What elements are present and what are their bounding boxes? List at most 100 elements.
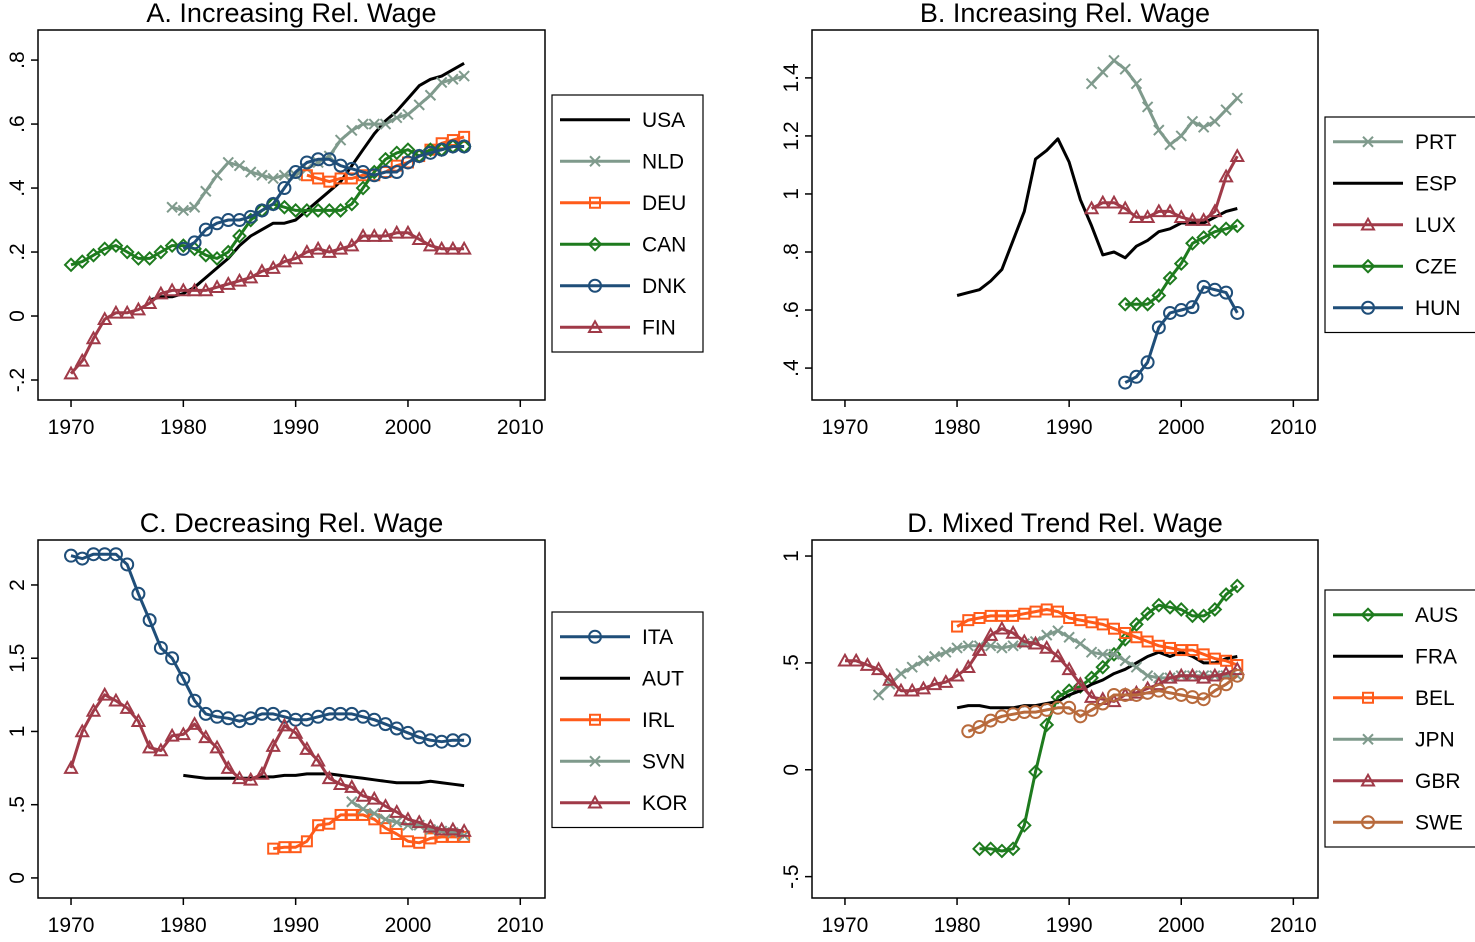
marker (186, 282, 203, 297)
series-line (183, 772, 465, 788)
marker (1085, 616, 1098, 629)
marker (1207, 683, 1222, 698)
marker (906, 661, 918, 673)
marker (391, 111, 403, 124)
marker (1130, 77, 1143, 90)
marker (300, 169, 313, 182)
marker (1173, 667, 1189, 682)
marker (310, 203, 326, 218)
marker (299, 740, 315, 755)
marker (1196, 608, 1212, 624)
x-tick-label: 1970 (822, 914, 869, 937)
x-tick-label: 1980 (160, 416, 207, 439)
marker (1151, 288, 1167, 303)
legend-label: CAN (642, 233, 686, 256)
y-tick-label: .5 (6, 796, 29, 814)
marker (97, 686, 113, 701)
marker (1052, 625, 1064, 637)
marker (355, 787, 371, 802)
marker (1072, 676, 1089, 691)
marker (97, 311, 113, 326)
marker (1007, 640, 1019, 652)
marker (1073, 709, 1088, 724)
marker (1095, 194, 1111, 209)
marker (368, 807, 380, 820)
marker (1129, 369, 1144, 384)
marker (915, 680, 932, 695)
marker (1084, 702, 1099, 717)
marker (1162, 270, 1178, 286)
marker (1196, 230, 1212, 245)
y-tick-label: .2 (6, 243, 29, 261)
legend-label: CZE (1415, 255, 1457, 278)
marker (1164, 641, 1177, 654)
marker (1140, 296, 1156, 312)
x-tick-label: 1970 (48, 416, 95, 439)
marker (254, 203, 269, 218)
marker (310, 752, 326, 767)
marker (1083, 200, 1100, 215)
x-tick-label: 1990 (272, 914, 319, 937)
legend-label: JPN (1415, 728, 1455, 751)
marker (1196, 692, 1211, 707)
marker (119, 699, 135, 714)
marker (1139, 209, 1156, 223)
marker (1128, 684, 1145, 699)
marker (120, 557, 135, 572)
marker (940, 646, 952, 658)
marker (882, 671, 898, 686)
legend-label: AUS (1415, 604, 1458, 627)
marker (1005, 624, 1021, 639)
marker (379, 118, 392, 130)
marker (187, 693, 202, 708)
marker (277, 199, 292, 215)
marker (872, 689, 885, 701)
marker (422, 237, 439, 252)
marker (1185, 300, 1200, 315)
marker (175, 726, 192, 741)
marker (1173, 209, 1189, 223)
marker (1005, 841, 1021, 857)
marker (278, 841, 291, 854)
legend-label: ITA (642, 626, 673, 649)
marker (1085, 646, 1098, 658)
marker (177, 204, 190, 217)
legend: USA NLD DEU CAN DNK FIN (551, 94, 704, 353)
marker (411, 814, 427, 829)
marker (288, 165, 303, 180)
series-line (1090, 59, 1239, 147)
marker (589, 713, 601, 726)
y-tick-label: 1.5 (6, 644, 29, 673)
legend-frame (551, 94, 704, 353)
legend-label: HUN (1415, 297, 1461, 320)
x-tick-label: 2010 (1270, 416, 1317, 439)
marker (346, 796, 358, 808)
marker (345, 808, 358, 821)
marker (175, 282, 192, 297)
marker (589, 155, 601, 167)
marker (1141, 635, 1154, 648)
series-line (1124, 285, 1239, 384)
series-line (956, 137, 1238, 297)
marker (1229, 661, 1245, 676)
marker (1164, 138, 1176, 151)
marker (1130, 631, 1143, 644)
series-line (1090, 155, 1239, 222)
legend-label: DEU (642, 192, 686, 215)
marker (1028, 764, 1043, 780)
marker (984, 609, 997, 622)
marker (231, 272, 248, 287)
marker (1184, 667, 1201, 682)
marker (164, 282, 180, 297)
plot-frame (37, 539, 546, 899)
x-tick-label: 1970 (48, 914, 95, 937)
marker (243, 209, 258, 224)
legend: ITA AUT IRL SVN KOR (551, 611, 704, 829)
marker (1027, 635, 1044, 650)
x-tick-label: 2000 (1158, 914, 1205, 937)
marker (266, 197, 281, 212)
marker (445, 821, 461, 836)
marker (996, 642, 1008, 654)
marker (1108, 648, 1120, 661)
marker (1039, 717, 1055, 733)
